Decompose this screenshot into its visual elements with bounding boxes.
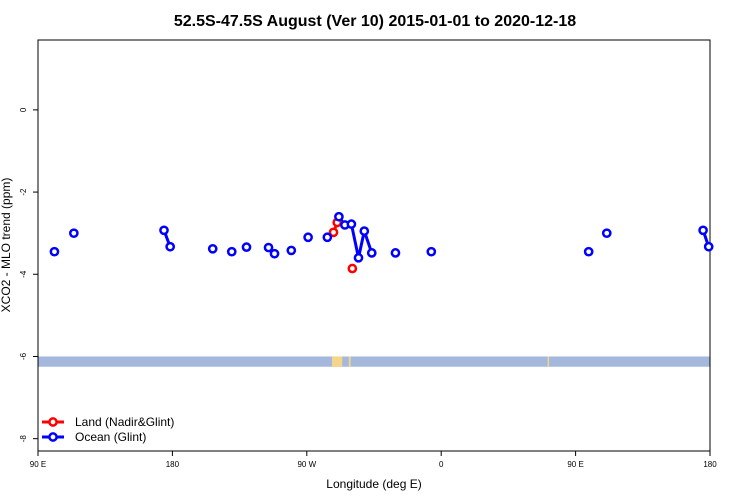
- x-tick-label: 90 E: [30, 460, 46, 469]
- ocean-data-point: [269, 248, 280, 259]
- legend: Land (Nadir&Glint) Ocean (Glint): [42, 415, 174, 444]
- x-tick-label: 180: [703, 460, 717, 469]
- ocean-data-point: [698, 225, 708, 236]
- ocean-data-point: [353, 252, 364, 263]
- ocean-data-point: [583, 246, 594, 257]
- y-tick-label: -4: [19, 270, 28, 278]
- ocean-data-point: [286, 245, 297, 256]
- ocean-data-point: [68, 228, 79, 239]
- legend-ocean-marker: [48, 432, 58, 442]
- ocean-data-point: [207, 243, 218, 254]
- y-axis-label: XCO2 - MLO trend (ppm): [0, 178, 13, 313]
- ocean-data-point: [703, 241, 714, 252]
- y-tick-label: -6: [19, 352, 28, 360]
- land-data-point: [347, 263, 358, 274]
- x-tick-label: 0: [439, 460, 444, 469]
- ocean-data-point: [49, 246, 60, 257]
- ocean-data-point: [165, 241, 176, 252]
- land-data-point: [328, 227, 339, 238]
- land-patch: [348, 356, 351, 367]
- ocean-data-point: [263, 242, 274, 253]
- legend-land-marker: [48, 417, 58, 427]
- chart-title: 52.5S-47.5S August (Ver 10) 2015-01-01 t…: [174, 13, 576, 30]
- ocean-data-point: [601, 228, 612, 239]
- y-tick-label: 0: [19, 107, 28, 112]
- land-patch: [547, 356, 550, 367]
- ocean-data-point: [346, 219, 357, 229]
- ocean-data-point: [359, 226, 370, 236]
- ocean-data-point: [159, 225, 169, 236]
- legend-land-label: Land (Nadir&Glint): [75, 415, 174, 429]
- ocean-data-point: [334, 211, 344, 222]
- legend-ocean-label: Ocean (Glint): [75, 430, 146, 444]
- plot-frame: [37, 39, 711, 452]
- y-tick-label: -8: [19, 435, 28, 443]
- ocean-data-point: [226, 246, 237, 257]
- ocean-data-point: [303, 232, 313, 243]
- ocean-data-point: [426, 246, 437, 257]
- x-tick-label: 90 W: [297, 460, 316, 469]
- y-tick-label: -2: [19, 188, 28, 196]
- ocean-data-point: [390, 248, 401, 258]
- ocean-band: [38, 356, 710, 367]
- x-axis-label: Longitude (deg E): [326, 477, 421, 491]
- ocean-data-point: [241, 242, 252, 252]
- plot-area: 90 E 180 90 W 0 90 E 180 0 -2 -4 -6 -8: [19, 39, 717, 469]
- x-tick-label: 90 E: [567, 460, 583, 469]
- land-patch: [332, 356, 343, 367]
- ocean-data-point: [322, 232, 333, 243]
- x-tick-label: 180: [166, 460, 180, 469]
- ocean-data-point: [366, 248, 377, 258]
